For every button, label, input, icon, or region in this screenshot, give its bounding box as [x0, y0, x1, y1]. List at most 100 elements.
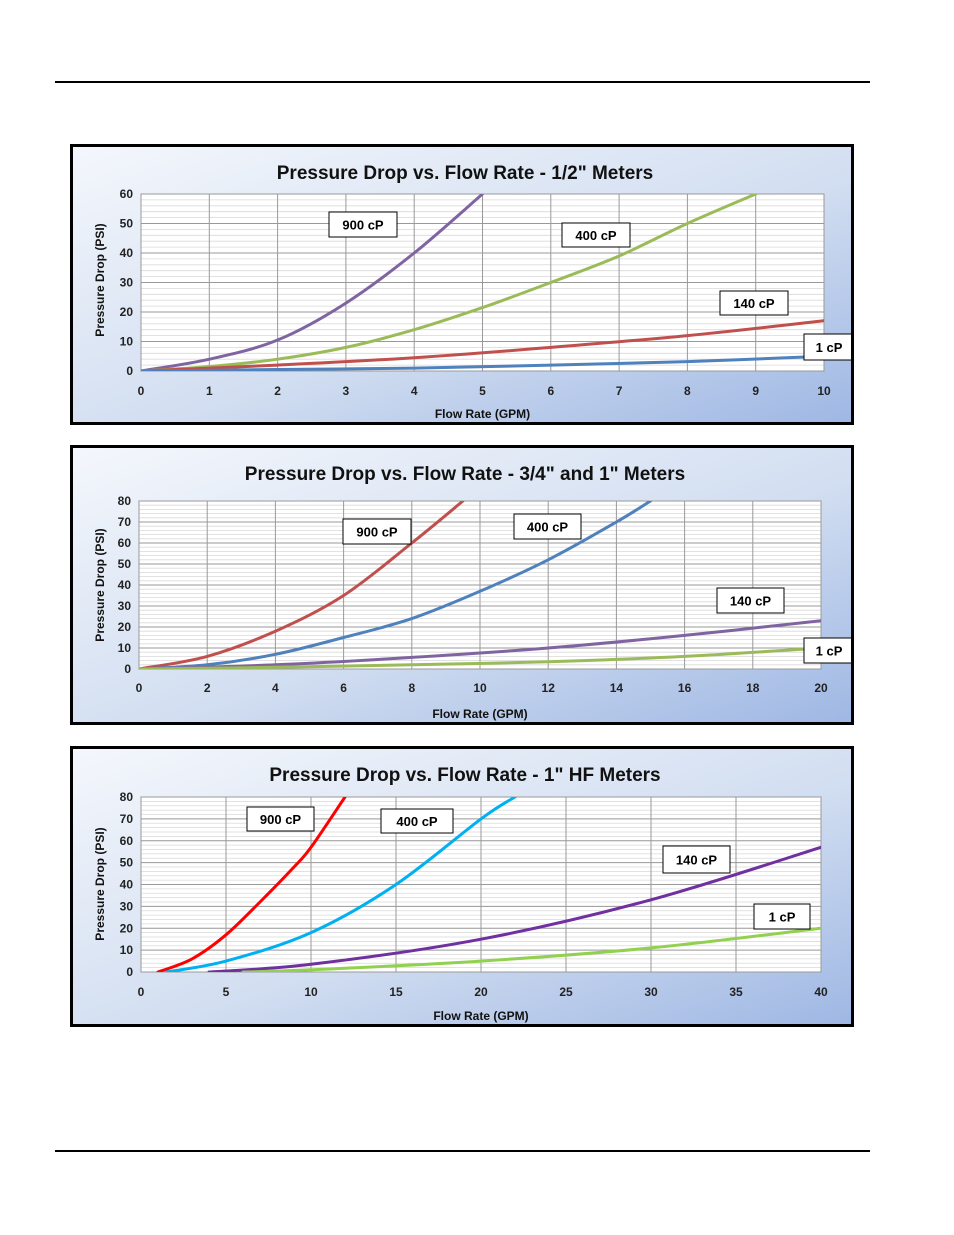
x-tick-label: 30	[644, 985, 658, 999]
x-tick-label: 5	[223, 985, 230, 999]
series-label-box: 400 cP	[380, 808, 454, 834]
y-tick-label: 30	[118, 599, 132, 613]
series-label: 900 cP	[356, 525, 398, 540]
x-tick-label: 10	[304, 985, 318, 999]
y-tick-label: 60	[120, 187, 134, 201]
series-label-box: 900 cP	[342, 518, 412, 545]
series-line	[165, 797, 517, 972]
x-tick-label: 2	[204, 681, 211, 695]
series-label: 400 cP	[527, 520, 569, 535]
x-tick-label: 0	[138, 985, 145, 999]
series-line	[139, 501, 652, 669]
y-tick-label: 80	[120, 790, 134, 804]
footer-rule	[55, 1150, 870, 1152]
series-label-box: 1 cP	[753, 903, 811, 930]
series-label-box: 400 cP	[561, 222, 631, 248]
series-line	[139, 619, 821, 669]
y-axis-label: Pressure Drop (PSI)	[93, 223, 107, 336]
x-axis-label: Flow Rate (GPM)	[435, 407, 530, 421]
y-tick-label: 40	[118, 578, 132, 592]
series-label: 140 cP	[676, 853, 718, 868]
x-axis-label: Flow Rate (GPM)	[433, 1009, 528, 1023]
series-label-frame	[342, 518, 412, 545]
y-tick-label: 0	[124, 662, 131, 676]
x-tick-label: 25	[559, 985, 573, 999]
y-tick-label: 30	[120, 276, 134, 290]
series-line	[141, 194, 484, 371]
y-tick-label: 0	[126, 364, 133, 378]
series-label-box: 900 cP	[246, 806, 315, 832]
series-label-frame	[803, 333, 851, 361]
series-line	[241, 926, 821, 972]
y-tick-label: 20	[120, 921, 134, 935]
series-label-frame	[662, 845, 731, 874]
x-tick-label: 14	[610, 681, 624, 695]
chart-title: Pressure Drop vs. Flow Rate - 3/4" and 1…	[245, 464, 685, 485]
y-tick-label: 10	[118, 641, 132, 655]
chart-three-quarter-and-one-inch-meters: 0 2 4 6 8 10 12 14 16 18 20 0 10 20 30 40 50 60 70 80 Pressu…	[70, 445, 854, 725]
series-line	[139, 501, 465, 669]
y-tick-label: 40	[120, 878, 134, 892]
y-tick-label: 80	[118, 494, 132, 508]
series-line	[156, 797, 347, 972]
series-label-box: 140 cP	[716, 587, 785, 614]
x-tick-label: 16	[678, 681, 692, 695]
x-tick-label: 8	[684, 384, 691, 398]
series-label: 900 cP	[260, 812, 302, 827]
series-label: 1 cP	[816, 644, 843, 659]
series-line	[139, 646, 821, 669]
chart-title: Pressure Drop vs. Flow Rate - 1" HF Mete…	[269, 765, 660, 786]
x-tick-label: 1	[206, 384, 213, 398]
x-tick-label: 10	[473, 681, 487, 695]
x-tick-label: 3	[343, 384, 350, 398]
y-axis-label: Pressure Drop (PSI)	[93, 528, 107, 641]
y-tick-label: 30	[120, 899, 134, 913]
y-tick-label: 0	[126, 965, 133, 979]
series-label-box: 140 cP	[662, 845, 731, 874]
series-label-frame	[246, 806, 315, 832]
series-label: 140 cP	[730, 594, 772, 609]
y-tick-label: 10	[120, 943, 134, 957]
series-label-frame	[753, 903, 811, 930]
series-label-frame	[380, 808, 454, 834]
header-rule	[55, 81, 870, 83]
x-tick-label: 8	[408, 681, 415, 695]
x-tick-label: 12	[542, 681, 556, 695]
chart-one-inch-hf-meters: 0 5 10 15 20 25 30 35 40 0 10 20 30 40 50 60 70 80 Pressur…	[70, 746, 854, 1027]
series-line	[141, 354, 824, 371]
y-tick-label: 60	[120, 834, 134, 848]
y-tick-label: 10	[120, 335, 134, 349]
chart-three-quarter-svg: 0 2 4 6 8 10 12 14 16 18 20 0 10 20 30 40 50 60 70 80 Pressu…	[73, 448, 851, 722]
series-label-frame	[719, 290, 789, 316]
chart-half-inch-svg: 0 1 2 3 4 5 6 7 8 9 10 0 10 20 30 40 50 60 Pressure Drop v…	[73, 147, 851, 422]
x-tick-label: 6	[547, 384, 554, 398]
series-label-frame	[561, 222, 631, 248]
series-label: 140 cP	[733, 296, 775, 311]
x-tick-label: 15	[389, 985, 403, 999]
chart-one-inch-hf-svg: 0 5 10 15 20 25 30 35 40 0 10 20 30 40 50 60 70 80 Pressur…	[73, 749, 851, 1024]
x-tick-label: 20	[474, 985, 488, 999]
x-tick-label: 0	[138, 384, 145, 398]
y-axis-label: Pressure Drop (PSI)	[93, 827, 107, 940]
series-label-frame	[716, 587, 785, 614]
series-label-box: 140 cP	[719, 290, 789, 316]
series-label-box: 1 cP	[803, 333, 851, 361]
x-tick-label: 6	[340, 681, 347, 695]
y-tick-label: 20	[120, 305, 134, 319]
series-label: 400 cP	[396, 814, 438, 829]
series-label: 1 cP	[816, 340, 843, 355]
y-tick-label: 60	[118, 536, 132, 550]
x-tick-label: 2	[274, 384, 281, 398]
series-label-box: 400 cP	[513, 513, 582, 540]
series-label-frame	[803, 637, 851, 664]
x-tick-label: 20	[814, 681, 828, 695]
y-tick-label: 70	[118, 515, 132, 529]
series-label: 1 cP	[769, 910, 796, 925]
x-tick-label: 7	[616, 384, 623, 398]
series-line	[207, 845, 821, 972]
y-tick-label: 50	[120, 217, 134, 231]
series-label: 400 cP	[575, 228, 617, 243]
x-tick-label: 5	[479, 384, 486, 398]
series-label-frame	[328, 211, 398, 238]
x-tick-label: 4	[411, 384, 418, 398]
